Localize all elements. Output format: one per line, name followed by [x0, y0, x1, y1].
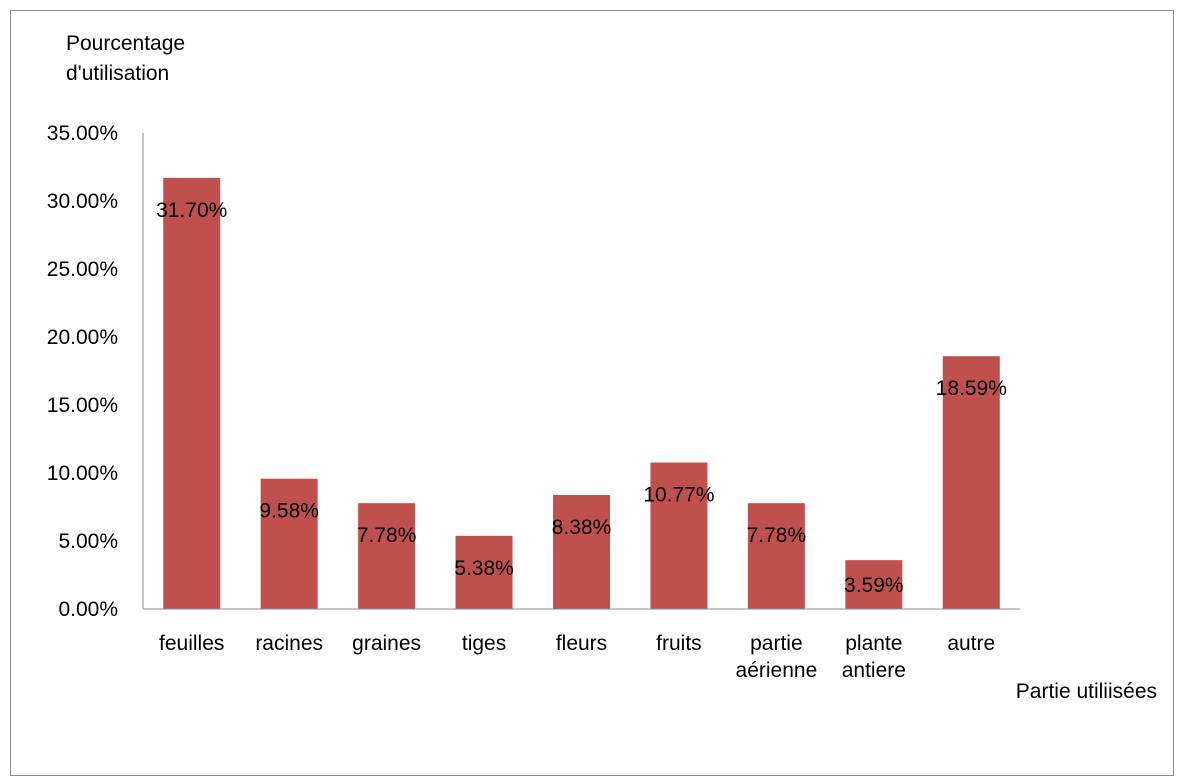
x-tick-label: autre — [947, 632, 995, 655]
data-label: 8.38% — [552, 516, 612, 539]
bar — [455, 535, 513, 609]
data-label: 3.59% — [844, 574, 904, 597]
data-label: 7.78% — [357, 524, 417, 547]
data-label: 9.58% — [259, 500, 319, 523]
bar — [553, 495, 610, 609]
x-tick-label: aérienne — [736, 659, 818, 682]
y-tick-label: 20.00% — [47, 326, 118, 349]
x-tick-label: racines — [255, 632, 323, 655]
x-tick-label: antiere — [842, 659, 906, 682]
bar — [358, 503, 416, 609]
y-tick-label: 0.00% — [58, 598, 118, 621]
data-label: 5.38% — [454, 557, 514, 580]
x-axis-title: Partie utiliisées — [1016, 680, 1157, 703]
y-tick-label: 10.00% — [47, 462, 118, 485]
bar — [942, 356, 1000, 609]
x-tick-label: plante — [845, 632, 902, 655]
x-tick-label: fleurs — [556, 632, 607, 655]
x-tick-label: feuilles — [159, 632, 224, 655]
x-tick-label: tiges — [462, 632, 506, 655]
y-tick-label: 5.00% — [58, 530, 118, 553]
y-axis-title: d'utilisation — [66, 62, 169, 85]
y-axis-title: Pourcentage — [66, 32, 185, 55]
bar — [163, 177, 221, 609]
bar — [845, 560, 903, 609]
data-label: 10.77% — [643, 484, 714, 507]
y-tick-label: 35.00% — [47, 122, 118, 145]
data-label: 7.78% — [747, 524, 807, 547]
bar — [650, 462, 708, 609]
data-label: 18.59% — [936, 377, 1007, 400]
bar — [747, 503, 805, 609]
data-label: 31.70% — [156, 199, 227, 222]
x-tick-label: partie — [750, 632, 803, 655]
x-tick-label: graines — [352, 632, 421, 655]
y-tick-label: 30.00% — [47, 190, 118, 213]
x-tick-label: fruits — [656, 632, 702, 655]
bar — [260, 478, 318, 609]
y-tick-label: 25.00% — [47, 258, 118, 281]
y-tick-label: 15.00% — [47, 394, 118, 417]
